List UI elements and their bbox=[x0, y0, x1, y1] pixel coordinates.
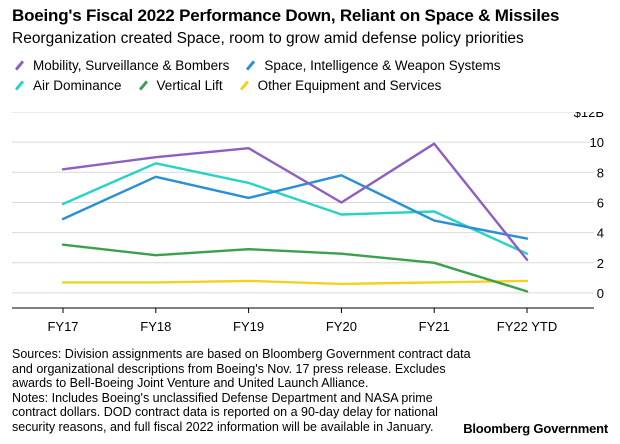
legend-item-air-dominance: Air Dominance bbox=[12, 78, 122, 93]
brand-logo-text: Bloomberg Government bbox=[463, 421, 608, 436]
legend-item-space: Space, Intelligence & Weapon Systems bbox=[243, 58, 500, 73]
footnote-line: Sources: Division assignments are based … bbox=[12, 347, 471, 361]
legend-row-2: Air Dominance Vertical Lift Other Equipm… bbox=[12, 75, 612, 95]
x-tick-label: FY22 YTD bbox=[497, 319, 557, 334]
legend-label-vertical-lift: Vertical Lift bbox=[156, 77, 223, 93]
legend-swatch-mobility bbox=[14, 59, 25, 71]
legend-label-other: Other Equipment and Services bbox=[257, 77, 442, 93]
chart-subtitle: Reorganization created Space, room to gr… bbox=[12, 30, 524, 47]
footnote-line: security reasons, and full fiscal 2022 i… bbox=[12, 419, 434, 434]
chart-title: Boeing's Fiscal 2022 Performance Down, R… bbox=[12, 6, 560, 25]
legend-item-mobility: Mobility, Surveillance & Bombers bbox=[12, 58, 229, 73]
legend-swatch-air-dominance bbox=[14, 79, 25, 91]
y-tick-label: 6 bbox=[597, 195, 604, 210]
x-tick-label: FY18 bbox=[140, 319, 171, 334]
legend-item-vertical-lift: Vertical Lift bbox=[136, 78, 223, 93]
y-tick-label: 8 bbox=[597, 165, 604, 180]
chart-legend: Mobility, Surveillance & Bombers Space, … bbox=[12, 55, 612, 105]
x-tick-label: FY19 bbox=[233, 319, 264, 334]
y-tick-label: 2 bbox=[597, 256, 604, 271]
series-line-space-intelligence-weapon-systems bbox=[61, 174, 529, 240]
series-line-vertical-lift bbox=[61, 243, 529, 293]
legend-swatch-space bbox=[246, 59, 256, 71]
y-tick-label: 10 bbox=[590, 135, 604, 150]
y-tick-label: 4 bbox=[597, 226, 604, 241]
y-tick-label-top: $12B bbox=[574, 112, 604, 120]
legend-label-air-dominance: Air Dominance bbox=[33, 77, 122, 93]
x-tick-label: FY17 bbox=[47, 319, 78, 334]
footnote-line: and organizational descriptions from Boe… bbox=[12, 361, 446, 376]
footnote: Sources: Division assignments are based … bbox=[12, 347, 572, 435]
series-line-other-equipment-and-services bbox=[61, 279, 529, 286]
line-chart: $12B 0 2 4 6 8 10 FY17 FY18 FY19 FY20 FY21 FY22 YTD bbox=[12, 112, 604, 334]
series-line-mobility-surveillance-bombers bbox=[61, 142, 529, 262]
x-tick-label: FY20 bbox=[326, 319, 357, 334]
footnote-line: contract dollars. DOD contract data is r… bbox=[12, 405, 438, 420]
x-tick-label: FY21 bbox=[419, 319, 450, 334]
legend-swatch-other bbox=[239, 79, 249, 91]
footnote-line: Notes: Includes Boeing's unclassified De… bbox=[12, 390, 433, 405]
legend-swatch-vertical-lift bbox=[138, 79, 148, 91]
legend-label-mobility: Mobility, Surveillance & Bombers bbox=[33, 57, 230, 73]
footnote-line: awards to Bell-Boeing Joint Venture and … bbox=[12, 376, 369, 391]
legend-row-1: Mobility, Surveillance & Bombers Space, … bbox=[12, 55, 612, 75]
series-line-air-dominance bbox=[61, 162, 529, 255]
y-tick-label: 0 bbox=[597, 286, 604, 301]
legend-label-space: Space, Intelligence & Weapon Systems bbox=[264, 57, 501, 73]
legend-item-other: Other Equipment and Services bbox=[237, 77, 442, 93]
